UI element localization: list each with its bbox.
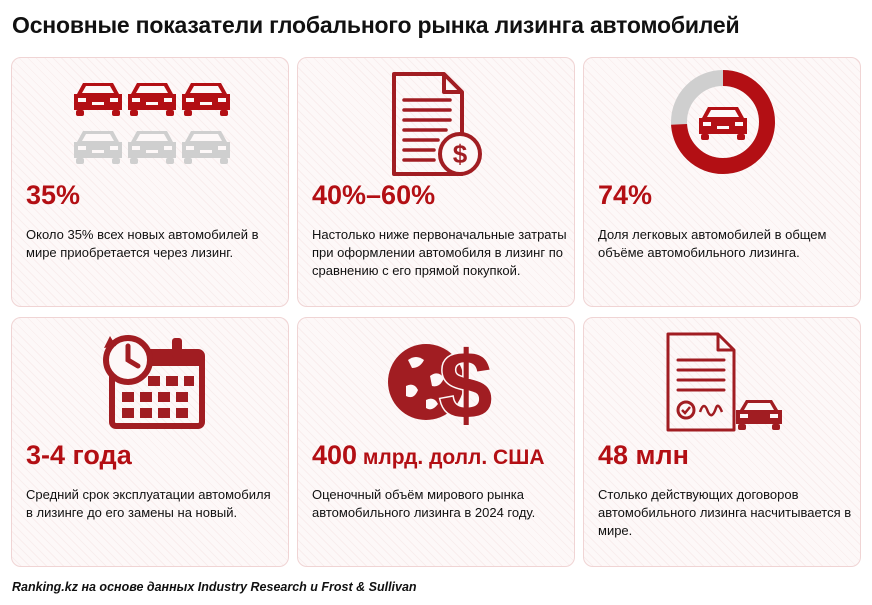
stat-description: Средний срок эксплуатации автомобиля в л…	[26, 487, 271, 520]
stat-description: Около 35% всех новых автомобилей в мире …	[26, 227, 259, 260]
document-dollar-icon: $	[392, 72, 482, 176]
stat-value: 40%–60%	[312, 180, 436, 210]
donut-car-icon	[671, 70, 775, 174]
car-icon	[182, 83, 230, 116]
stat-description: Доля легковых автомобилей в общем объёме…	[598, 227, 827, 260]
car-icon	[128, 131, 176, 164]
car-icon	[128, 83, 176, 116]
stat-value: 3-4 года	[26, 440, 132, 470]
contract-car-icon	[666, 332, 782, 432]
stat-value: 74%	[598, 180, 653, 210]
cars-grid-icon	[74, 83, 230, 164]
stat-card-new-cars-leasing: 35% Около 35% всех новых автомобилей в м…	[11, 57, 289, 307]
car-icon	[74, 131, 122, 164]
car-icon	[699, 107, 747, 140]
svg-text:$: $	[453, 139, 468, 169]
stat-value: 35%	[26, 180, 81, 210]
svg-text:$: $	[439, 332, 492, 430]
stat-value: 48 млн	[598, 440, 689, 470]
page-title: Основные показатели глобального рынка ли…	[12, 12, 740, 38]
donut-share	[671, 70, 775, 174]
car-icon	[182, 131, 230, 164]
stat-value: 400 млрд. долл. США	[312, 440, 545, 470]
stat-card-active-contracts: 48 млн Столько действующих договоров авт…	[583, 317, 861, 567]
stat-description: Оценочный объём мирового рынка автомобил…	[312, 487, 536, 520]
source-note: Ranking.kz на основе данных Industry Res…	[12, 580, 417, 594]
stat-card-lease-term: 3-4 года Средний срок эксплуатации автом…	[11, 317, 289, 567]
stat-description: Столько действующих договоров автомобиль…	[598, 487, 852, 538]
car-icon	[74, 83, 122, 116]
stat-card-passenger-share: 74% Доля легковых автомобилей в общем об…	[583, 57, 861, 307]
stat-card-initial-cost: $ 40%–60% Настолько ниже первоначальные …	[297, 57, 575, 307]
stat-card-market-volume: $ 400 млрд. долл. США Оценочный объём ми…	[297, 317, 575, 567]
globe-dollar-icon: $	[388, 331, 494, 430]
stat-description: Настолько ниже первоначальные затраты пр…	[312, 227, 567, 278]
calendar-clock-icon	[103, 335, 205, 429]
